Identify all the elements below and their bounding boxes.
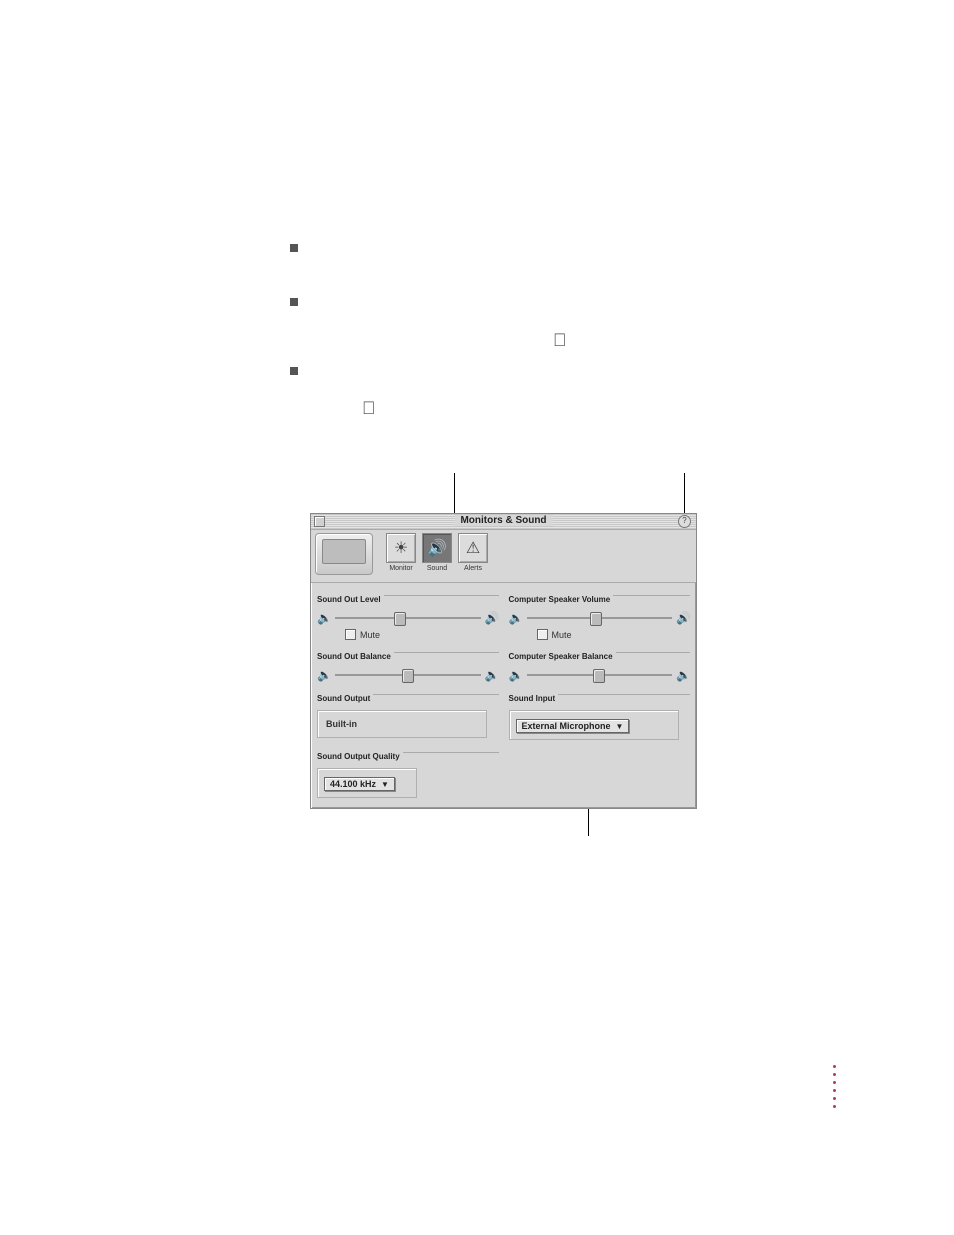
computer-speaker-volume-slider[interactable]: 🔈 🔊 (509, 607, 691, 625)
chevron-down-icon: ▼ (616, 722, 624, 731)
slider-track[interactable] (335, 617, 481, 619)
group-label: Computer Speaker Volume (509, 595, 614, 604)
speaker-right-icon: 🔈 (676, 668, 690, 682)
iconbar: ☀ Monitor 🔊 Sound ⚠ Alerts (311, 530, 696, 583)
slider-thumb[interactable] (593, 669, 605, 683)
mute-label: Mute (552, 630, 572, 640)
speaker-low-icon: 🔈 (317, 611, 331, 625)
sound-icon: 🔊 (427, 538, 447, 558)
sound-output-quality-value: 44.100 kHz (330, 779, 376, 789)
group-label: Sound Input (509, 694, 559, 703)
slider-thumb[interactable] (394, 612, 406, 626)
sound-input-popup[interactable]: External Microphone ▼ (516, 719, 630, 733)
close-box[interactable] (314, 516, 325, 527)
content-area: Sound Out Level 🔈 🔊 Mute Computer Speake… (311, 583, 696, 804)
speaker-high-icon: 🔊 (676, 611, 690, 625)
tab-monitor-label: Monitor (389, 565, 412, 572)
sound-output-quality-popup[interactable]: 44.100 kHz ▼ (324, 777, 395, 791)
bullet-icon (290, 244, 298, 252)
speaker-left-icon: 🔈 (317, 668, 331, 682)
monitor-preview-icon (315, 533, 373, 575)
sound-output-value: Built-in (324, 716, 480, 732)
mute-checkbox[interactable] (537, 629, 548, 640)
sound-out-level-slider[interactable]: 🔈 🔊 (317, 607, 499, 625)
slider-thumb[interactable] (402, 669, 414, 683)
window-title: Monitors & Sound (454, 515, 552, 526)
speaker-high-icon: 🔊 (485, 611, 499, 625)
bullet-icon (290, 298, 298, 306)
group-sound-out-level: Sound Out Level 🔈 🔊 Mute (317, 589, 499, 640)
group-sound-output-quality: Sound Output Quality 44.100 kHz ▼ (317, 746, 499, 798)
speaker-low-icon: 🔈 (509, 611, 523, 625)
tab-alerts-label: Alerts (464, 565, 482, 572)
speaker-left-icon: 🔈 (509, 668, 523, 682)
slider-track[interactable] (527, 674, 673, 676)
group-sound-output: Sound Output Built-in (317, 688, 499, 740)
alerts-icon: ⚠ (466, 538, 480, 558)
computer-speaker-balance-slider[interactable]: 🔈 🔈 (509, 664, 691, 682)
tab-alerts[interactable]: ⚠ Alerts (457, 533, 489, 572)
group-label: Sound Output Quality (317, 752, 403, 761)
monitors-sound-window: Monitors & Sound ? ☀ Monitor 🔊 Sound ⚠ A… (310, 513, 697, 809)
chevron-down-icon: ▼ (381, 780, 389, 789)
apple-icon:  (553, 331, 567, 349)
group-label: Sound Output (317, 694, 373, 703)
help-icon[interactable]: ? (678, 515, 691, 528)
slider-track[interactable] (527, 617, 673, 619)
tab-monitor[interactable]: ☀ Monitor (385, 533, 417, 572)
tab-sound-label: Sound (427, 565, 447, 572)
group-label: Computer Speaker Balance (509, 652, 616, 661)
mute-label: Mute (360, 630, 380, 640)
slider-track[interactable] (335, 674, 481, 676)
bullet-icon (290, 367, 298, 375)
group-label: Sound Out Level (317, 595, 384, 604)
mute-checkbox[interactable] (345, 629, 356, 640)
slider-thumb[interactable] (590, 612, 602, 626)
group-label: Sound Out Balance (317, 652, 394, 661)
sound-out-balance-slider[interactable]: 🔈 🔈 (317, 664, 499, 682)
speaker-right-icon: 🔈 (485, 668, 499, 682)
apple-icon:  (362, 399, 376, 417)
sound-input-value: External Microphone (522, 721, 611, 731)
group-computer-speaker-balance: Computer Speaker Balance 🔈 🔈 (509, 646, 691, 682)
tab-sound[interactable]: 🔊 Sound (421, 533, 453, 572)
group-sound-out-balance: Sound Out Balance 🔈 🔈 (317, 646, 499, 682)
titlebar: Monitors & Sound ? (311, 514, 696, 530)
brightness-icon: ☀ (394, 538, 408, 558)
group-sound-input: Sound Input External Microphone ▼ (509, 688, 691, 740)
page-ornament-dots (833, 1065, 836, 1108)
group-computer-speaker-volume: Computer Speaker Volume 🔈 🔊 Mute (509, 589, 691, 640)
